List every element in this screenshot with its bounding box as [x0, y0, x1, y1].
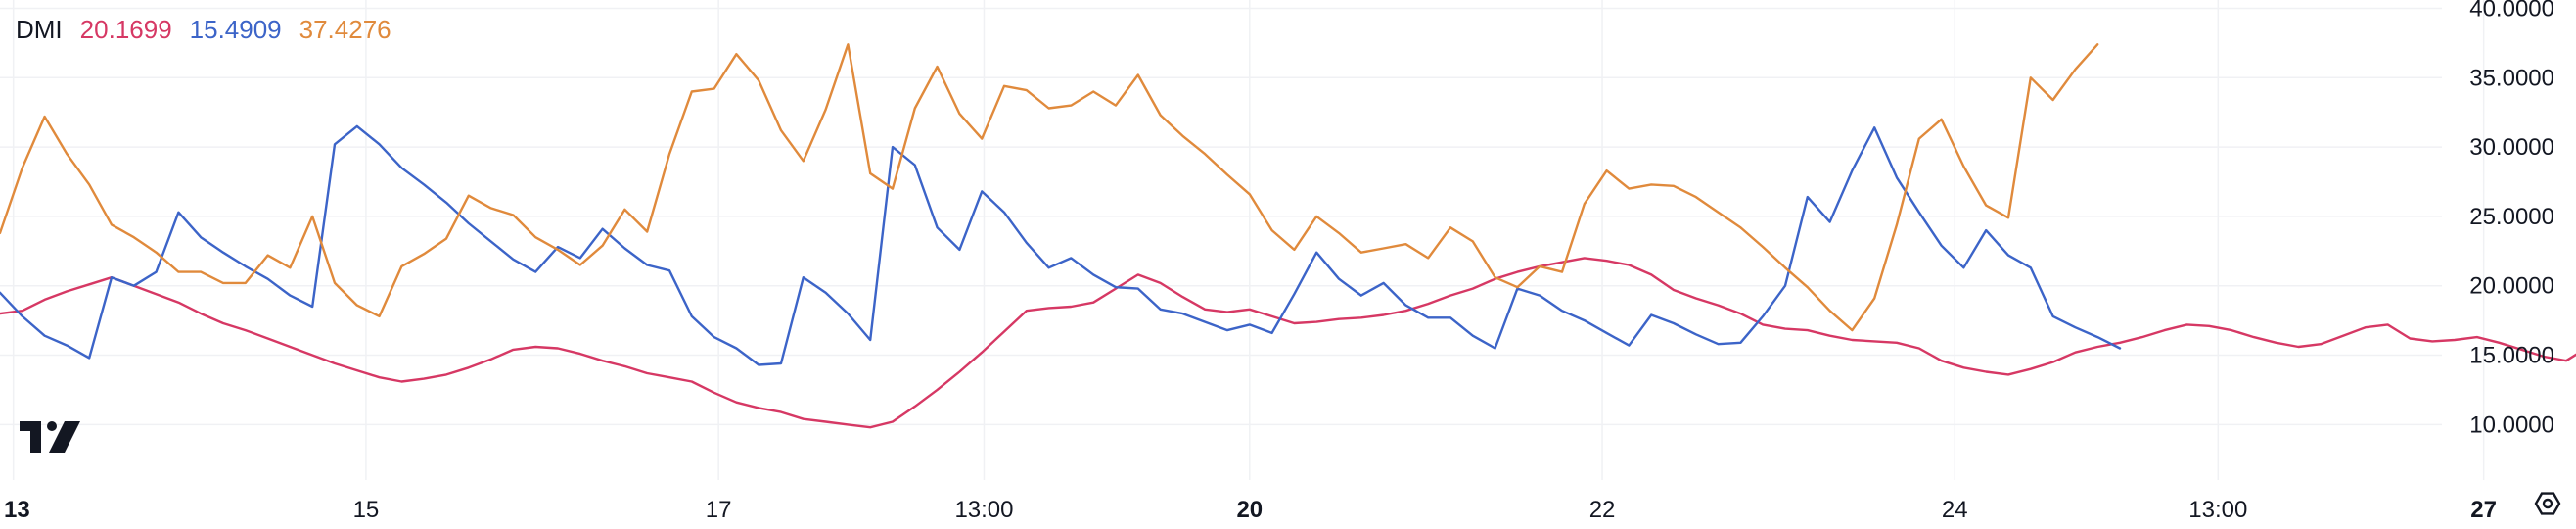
y-axis: 40.0000 35.0000 30.0000 25.0000 20.0000 15.00…	[2469, 0, 2554, 438]
x-tick-label: 13:00	[2188, 497, 2247, 523]
series-line-adx	[0, 43, 2099, 332]
indicator-title[interactable]: DMI	[16, 15, 63, 44]
y-tick-label: 15.0000	[2469, 343, 2554, 369]
x-tick-label: 27	[2470, 497, 2497, 523]
legend-value-adx: 37.4276	[299, 15, 391, 44]
y-tick-label: 35.0000	[2469, 65, 2554, 91]
y-tick-label: 10.0000	[2469, 411, 2554, 438]
chart-series	[0, 43, 2576, 429]
x-tick-label: 13	[4, 497, 30, 523]
indicator-legend: DMI 20.1699 15.4909 37.4276	[16, 10, 391, 49]
legend-value-plus-di: 20.1699	[79, 15, 172, 44]
y-tick-label: 40.0000	[2469, 0, 2554, 22]
chart-grid	[0, 0, 2485, 480]
x-tick-label: 17	[706, 497, 732, 523]
y-tick-label: 30.0000	[2469, 134, 2554, 161]
x-tick-label: 20	[1236, 497, 1263, 523]
x-tick-label: 15	[353, 497, 380, 523]
x-tick-label: 22	[1589, 497, 1616, 523]
x-tick-label: 13:00	[954, 497, 1013, 523]
series-line-plus-di	[0, 257, 2576, 429]
y-tick-label: 25.0000	[2469, 204, 2554, 230]
tradingview-logo-icon[interactable]	[20, 421, 80, 453]
x-axis: 13 15 17 13:00 20 22 24 13:00 27	[4, 497, 2497, 523]
y-tick-label: 20.0000	[2469, 273, 2554, 300]
series-line-minus-di	[0, 124, 2122, 366]
settings-gear-icon[interactable]	[2534, 492, 2561, 515]
x-tick-label: 24	[1942, 497, 1968, 523]
legend-value-minus-di: 15.4909	[189, 15, 282, 44]
